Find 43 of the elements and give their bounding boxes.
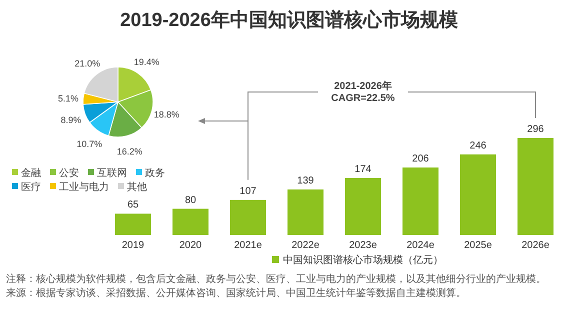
legend-label: 其他: [127, 181, 147, 193]
x-tick-label: 2020: [179, 240, 202, 251]
data-label: 16.2%: [116, 146, 142, 157]
data-label: 19.4%: [134, 56, 160, 67]
data-label: 206: [412, 153, 430, 164]
x-tick-label: 2019: [122, 240, 145, 251]
bar: [402, 167, 438, 235]
legend-label: 中国知识图谱核心市场规模（亿元）: [283, 254, 443, 266]
data-label: 18.8%: [154, 110, 180, 120]
data-label: 174: [354, 164, 372, 175]
data-label: 80: [184, 194, 196, 206]
text: 注释：核心规模为软件规模，包含后文金融、政务与公安、医疗、工业与电力的产业规模，以及其他细分行业的产业规模。: [6, 273, 546, 285]
data-label: 5.1%: [58, 93, 78, 104]
legend-label: 互联网: [97, 167, 127, 179]
data-label: 296: [527, 124, 544, 135]
chart-title: 2019-2026年中国知识图谱核心市场规模: [120, 9, 458, 31]
bar: [345, 178, 381, 235]
text: 2021-2026年 CAGR=22.5%: [331, 80, 395, 104]
legend-label: 工业与电力: [59, 181, 109, 193]
legend-label: 医疗: [21, 181, 41, 193]
x-tick-label: 2024e: [406, 240, 435, 251]
bar: [460, 154, 496, 235]
bar: [115, 214, 151, 235]
data-label: 246: [470, 140, 487, 152]
data-label: 139: [297, 175, 314, 186]
data-label: 21.0%: [74, 58, 100, 68]
bar: [288, 189, 324, 235]
bar: [230, 200, 266, 235]
data-label: 65: [127, 200, 139, 211]
bar: [172, 208, 208, 235]
x-tick-label: 2021e: [234, 240, 262, 251]
data-label: 8.9%: [60, 114, 82, 125]
x-tick-label: 2023e: [349, 240, 378, 251]
bar: [518, 138, 554, 235]
source-note: 来源：根据专家访谈、采招数据、公开媒体咨询、国家统计局、中国卫生统计年鉴等数据自主建模测算。: [6, 287, 466, 299]
legend-label: 政务: [145, 167, 165, 179]
legend-label: 金融: [21, 167, 41, 179]
legend-label: 公安: [59, 167, 79, 179]
x-tick-label: 2026e: [522, 240, 550, 251]
x-tick-label: 2025e: [464, 240, 492, 251]
data-label: 10.7%: [76, 139, 102, 150]
data-label: 107: [240, 186, 257, 197]
x-tick-label: 2022e: [292, 240, 320, 251]
